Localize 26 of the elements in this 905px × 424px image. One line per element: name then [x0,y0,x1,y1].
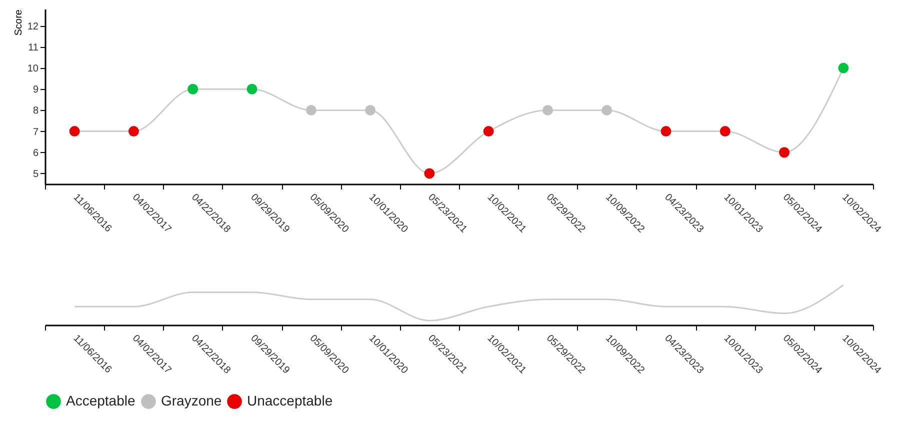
point [542,104,553,116]
point [779,147,790,158]
y-tick-label: 6 [32,148,39,159]
point [365,104,376,116]
y-axis-title: Score [13,9,24,36]
y-tick-label: 11 [28,42,39,54]
point [128,126,139,137]
y-tick-label: 8 [32,106,39,117]
point [720,126,730,137]
y-tick-label: 10 [27,64,39,75]
point [246,84,258,94]
point [424,168,435,179]
legend-label: Acceptable [66,392,136,409]
point [602,104,612,116]
y-tick-label: 7 [32,126,39,138]
y-tick-label: 9 [32,84,39,96]
point [838,62,849,74]
y-tick-label: 5 [32,168,39,180]
point [188,84,198,94]
legend-label: Unacceptable [247,392,333,409]
point [483,126,494,137]
legend-label: Grayzone [161,392,222,409]
point [69,126,80,137]
y-tick-label: 12 [27,21,39,32]
point [660,126,672,137]
point [306,104,316,116]
